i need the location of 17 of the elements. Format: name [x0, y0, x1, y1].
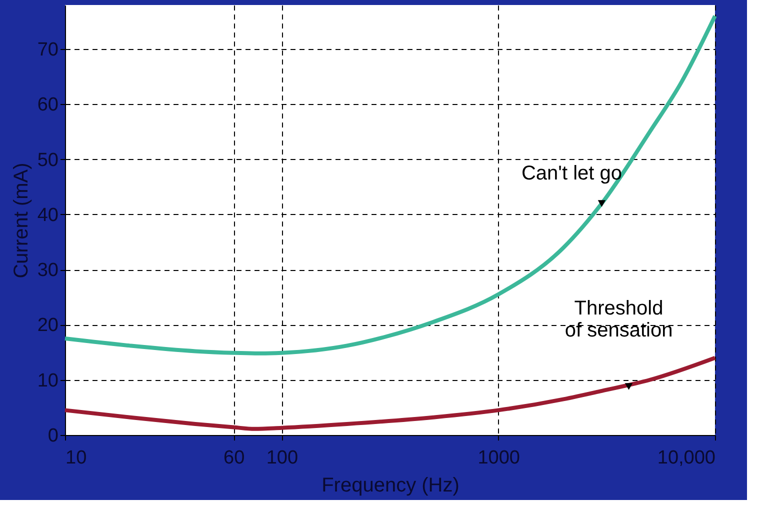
y-tick-label: 0: [48, 426, 58, 446]
x-tick-label: 10,000: [657, 448, 716, 468]
x-axis-title: Frequency (Hz): [322, 474, 460, 496]
y-axis-title: Current (mA): [10, 162, 32, 278]
x-tick-label: 10: [66, 448, 87, 468]
y-tick-label: 10: [37, 370, 58, 392]
y-tick-label: 30: [37, 260, 58, 282]
annotation: Threshold of sensation: [564, 297, 673, 342]
y-tick-label: 20: [37, 315, 58, 336]
x-tick-label: 60: [224, 448, 245, 468]
y-tick-label: 70: [37, 40, 58, 61]
y-tick-label: 40: [37, 204, 58, 226]
annotation: Can't let go: [521, 162, 622, 184]
y-tick-label: 50: [37, 150, 58, 171]
x-tick-label: 100: [266, 448, 298, 468]
x-tick-label: 1000: [478, 448, 520, 468]
y-tick-label: 60: [37, 94, 58, 116]
